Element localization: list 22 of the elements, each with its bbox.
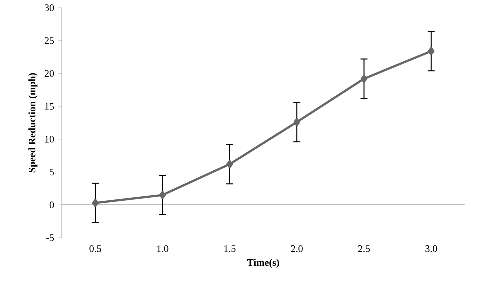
x-tick-label: 1.5 <box>224 246 236 252</box>
y-tick-label: 25 <box>44 38 54 44</box>
y-tick-label: -5 <box>46 234 54 242</box>
point <box>226 160 234 168</box>
y-tick-label: 5 <box>50 168 54 176</box>
x-tick-label: 1.0 <box>157 246 169 252</box>
x-tick-label: 3.0 <box>426 246 438 252</box>
y-axis-title: Speed Reduction (mph) <box>28 73 38 173</box>
point <box>360 74 368 84</box>
y-tick-label: 15 <box>45 103 54 110</box>
x-tick-label: 2.0 <box>291 246 303 252</box>
point <box>294 118 300 126</box>
x-axis-title: Time(s) <box>247 259 280 268</box>
x-tick-label: 2.5 <box>358 246 370 252</box>
x-tick-label: 0.5 <box>90 246 102 252</box>
y-tick-label: 30 <box>45 4 54 12</box>
point <box>428 47 435 56</box>
point <box>159 191 166 200</box>
point <box>92 199 99 208</box>
y-tick-label: 20 <box>44 70 54 78</box>
y-tick-label: 10 <box>45 136 54 143</box>
y-tick-label: 0 <box>50 202 54 208</box>
